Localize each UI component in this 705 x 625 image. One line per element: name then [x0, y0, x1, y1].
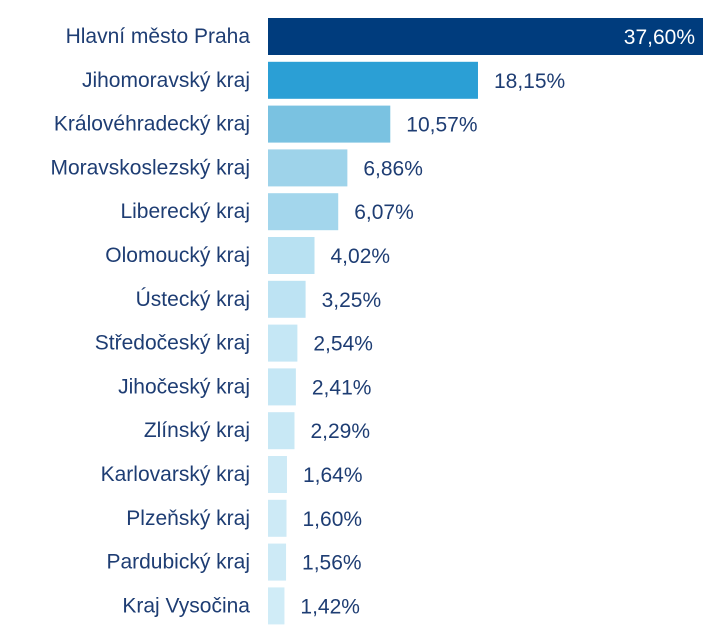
- bar: [268, 499, 287, 537]
- bar: [268, 324, 298, 362]
- category-label: Moravskoslezský kraj: [50, 156, 250, 179]
- bar: [268, 368, 296, 406]
- category-label: Ústecký kraj: [136, 288, 250, 311]
- value-label: 1,56%: [302, 552, 362, 575]
- category-label: Jihočeský kraj: [118, 375, 250, 398]
- bar: [268, 193, 339, 231]
- value-label: 6,86%: [363, 157, 423, 180]
- bar: [268, 587, 285, 625]
- value-label: 37,60%: [624, 26, 695, 49]
- category-label: Jihomoravský kraj: [82, 69, 250, 92]
- value-label: 10,57%: [406, 114, 477, 137]
- category-label: Zlínský kraj: [144, 419, 250, 442]
- value-label: 2,41%: [312, 376, 372, 399]
- bar: [268, 18, 703, 55]
- category-label: Středočeský kraj: [95, 332, 250, 355]
- bar: [268, 543, 287, 581]
- bar: [268, 412, 295, 450]
- category-label: Hlavní město Praha: [66, 25, 251, 48]
- bar: [268, 105, 391, 143]
- value-label: 2,29%: [310, 420, 370, 443]
- bar: [268, 237, 315, 274]
- value-label: 18,15%: [494, 70, 565, 93]
- bar: [268, 61, 478, 99]
- category-label: Olomoucký kraj: [105, 244, 250, 267]
- bar: [268, 280, 306, 318]
- value-label: 3,25%: [322, 289, 382, 312]
- category-label: Kraj Vysočina: [122, 594, 250, 617]
- value-label: 2,54%: [313, 333, 373, 356]
- category-label: Královéhradecký kraj: [54, 113, 250, 136]
- value-label: 1,42%: [300, 595, 360, 618]
- category-label: Pardubický kraj: [106, 551, 250, 574]
- category-label: Liberecký kraj: [120, 200, 250, 223]
- value-label: 1,60%: [303, 508, 363, 531]
- category-label: Karlovarský kraj: [101, 463, 250, 486]
- category-label: Plzeňský kraj: [126, 507, 250, 530]
- bar: [268, 149, 348, 187]
- value-label: 6,07%: [354, 201, 414, 224]
- value-label: 4,02%: [331, 245, 391, 268]
- value-label: 1,64%: [303, 464, 363, 487]
- bar: [268, 456, 287, 493]
